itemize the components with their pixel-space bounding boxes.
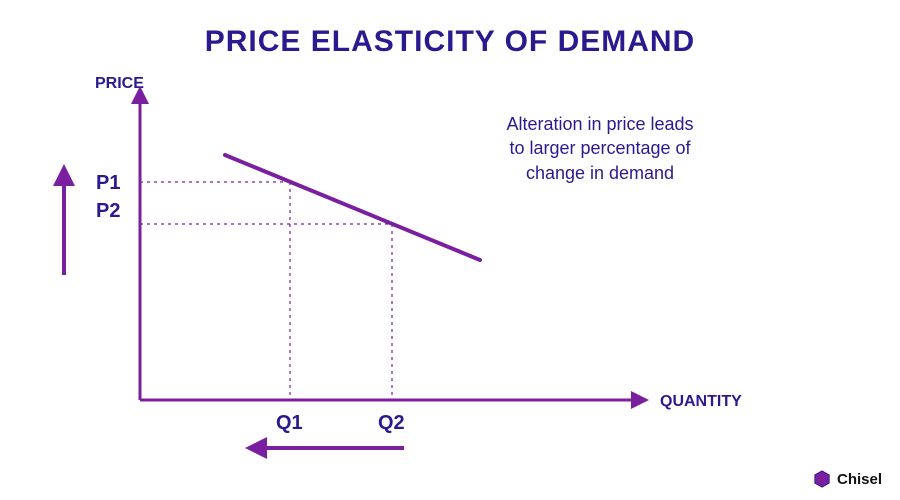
brand-badge: Chisel: [813, 470, 882, 488]
demand-curve: [225, 155, 480, 260]
chart-svg: [0, 0, 900, 500]
brand-text: Chisel: [837, 471, 882, 488]
brand-hex-icon: [813, 470, 831, 488]
